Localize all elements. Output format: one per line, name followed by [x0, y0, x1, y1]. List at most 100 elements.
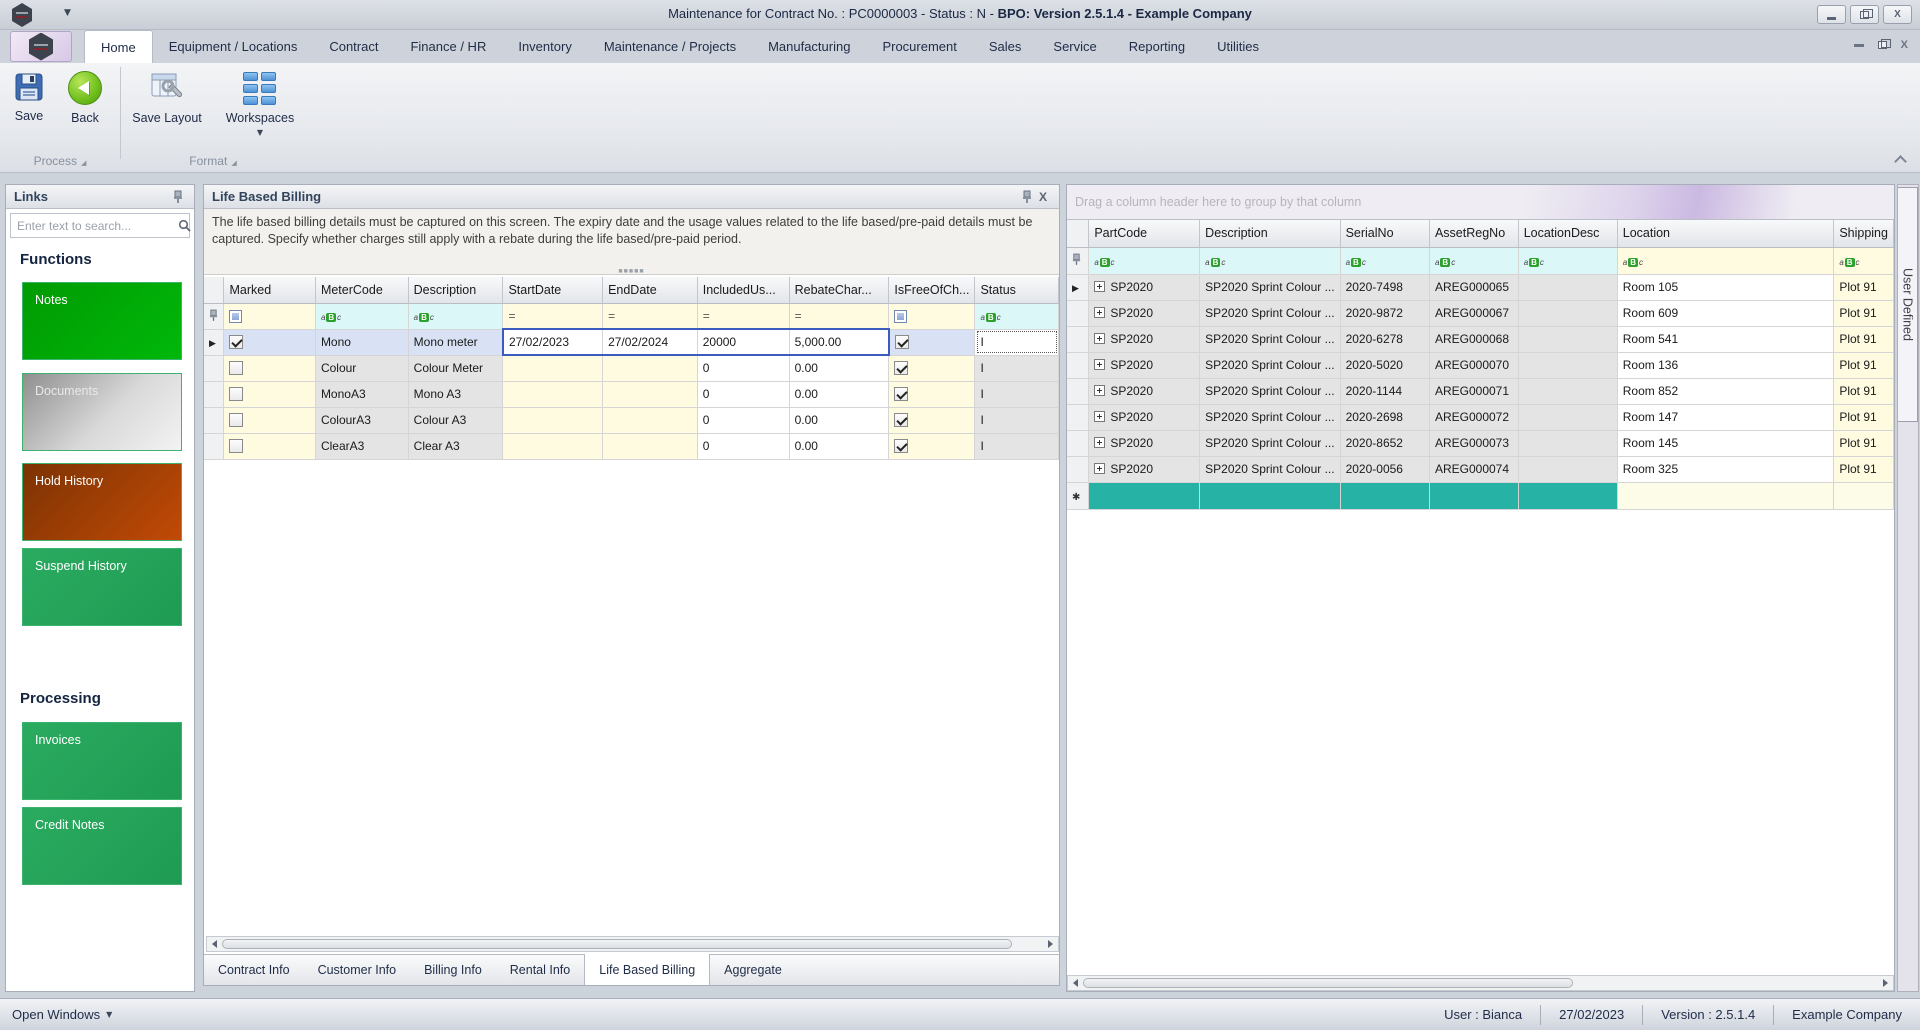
cell-end-date[interactable]: [602, 381, 698, 408]
cell-serial-no[interactable]: 2020-1144: [1340, 378, 1430, 405]
expand-plus-icon[interactable]: [1094, 437, 1106, 448]
sidebar-button-documents[interactable]: Documents: [22, 373, 182, 451]
cell-description[interactable]: SP2020 Sprint Colour ...: [1199, 404, 1341, 431]
workspaces-button[interactable]: Workspaces ▼: [214, 68, 306, 160]
new-cell[interactable]: [1199, 482, 1341, 510]
column-header-marked[interactable]: Marked: [223, 277, 316, 304]
checkbox-unchecked-icon[interactable]: [229, 439, 244, 454]
new-cell[interactable]: [1518, 482, 1618, 510]
column-header-includedus[interactable]: IncludedUs...: [697, 277, 790, 304]
cell-part-code[interactable]: SP2020: [1088, 456, 1201, 483]
cell-location-desc[interactable]: [1518, 352, 1618, 379]
cell-part-code[interactable]: SP2020: [1088, 326, 1201, 353]
save-button[interactable]: Save: [7, 68, 51, 160]
cell-shipping[interactable]: Plot 91: [1833, 300, 1894, 327]
cell-meter-code[interactable]: Colour: [315, 355, 409, 382]
group-by-box[interactable]: Drag a column header here to group by th…: [1067, 185, 1894, 220]
billing-row[interactable]: ClearA3 Clear A3 0 0.00 I: [204, 433, 1059, 460]
cell-asset-reg-no[interactable]: AREG000070: [1429, 352, 1519, 379]
cell-location-desc[interactable]: [1518, 456, 1618, 483]
new-cell[interactable]: [1833, 482, 1894, 510]
equipment-row[interactable]: SP2020 SP2020 Sprint Colour ... 2020-1144 A…: [1067, 378, 1894, 405]
cell-description[interactable]: SP2020 Sprint Colour ...: [1199, 456, 1341, 483]
tab-customer-info[interactable]: Customer Info: [317, 963, 397, 977]
ribbon-tab-service[interactable]: Service: [1053, 39, 1097, 54]
ribbon-tab-reporting[interactable]: Reporting: [1128, 39, 1186, 54]
ribbon-tab-utilities[interactable]: Utilities: [1217, 39, 1260, 54]
cell-location-desc[interactable]: [1518, 274, 1618, 301]
equipment-row[interactable]: ▶ SP2020 SP2020 Sprint Colour ... 2020-7498…: [1067, 274, 1894, 301]
cell-is-free[interactable]: [888, 381, 976, 408]
checkbox-checked-icon[interactable]: [894, 335, 909, 350]
cell-asset-reg-no[interactable]: AREG000073: [1429, 430, 1519, 457]
cell-description[interactable]: Colour A3: [408, 407, 504, 434]
cell-description[interactable]: SP2020 Sprint Colour ...: [1199, 352, 1341, 379]
column-header-status[interactable]: Status: [974, 277, 1059, 304]
restore-button[interactable]: [1850, 5, 1879, 24]
column-header-enddate[interactable]: EndDate: [602, 277, 698, 304]
cell-is-free[interactable]: [888, 355, 976, 382]
column-header-isfreeofch[interactable]: IsFreeOfCh...: [888, 277, 976, 304]
cell-shipping[interactable]: Plot 91: [1833, 378, 1894, 405]
sidebar-button-invoices[interactable]: Invoices: [22, 722, 182, 800]
application-menu-button[interactable]: [10, 31, 72, 62]
equipment-row[interactable]: SP2020 SP2020 Sprint Colour ... 2020-0056 A…: [1067, 456, 1894, 483]
expand-plus-icon[interactable]: [1094, 463, 1106, 474]
cell-status[interactable]: I: [974, 433, 1059, 460]
minimize-button[interactable]: [1817, 5, 1846, 24]
ribbon-tab-contract[interactable]: Contract: [329, 39, 379, 54]
cell-serial-no[interactable]: 2020-2698: [1340, 404, 1430, 431]
sidebar-button-suspend-history[interactable]: Suspend History: [22, 548, 182, 626]
cell-is-free[interactable]: [888, 329, 976, 356]
column-header-shipping[interactable]: Shipping: [1833, 220, 1894, 248]
cell-meter-code[interactable]: Mono: [315, 329, 409, 356]
column-header-rebatechar[interactable]: RebateChar...: [789, 277, 890, 304]
cell-part-code[interactable]: SP2020: [1088, 352, 1201, 379]
new-cell[interactable]: [1617, 482, 1835, 510]
cell-shipping[interactable]: Plot 91: [1833, 456, 1894, 483]
ribbon-tab-sales[interactable]: Sales: [988, 39, 1022, 54]
cell-marked[interactable]: [223, 329, 316, 356]
checkbox-unchecked-icon[interactable]: [229, 361, 244, 376]
save-layout-button[interactable]: Save Layout: [124, 68, 210, 160]
cell-description[interactable]: SP2020 Sprint Colour ...: [1199, 326, 1341, 353]
cell-marked[interactable]: [223, 381, 316, 408]
scroll-left-icon[interactable]: [1068, 976, 1083, 990]
cell-asset-reg-no[interactable]: AREG000074: [1429, 456, 1519, 483]
cell-included-usage[interactable]: 0: [697, 381, 790, 408]
filter-cell-rebatechar[interactable]: =: [789, 303, 890, 330]
checkbox-checked-icon[interactable]: [894, 361, 909, 376]
scroll-right-icon[interactable]: [1878, 976, 1893, 990]
checkbox-checked-icon[interactable]: [229, 335, 244, 350]
filter-cell-isfreeofch[interactable]: [888, 303, 976, 330]
filter-cell-enddate[interactable]: =: [602, 303, 698, 330]
cell-shipping[interactable]: Plot 91: [1833, 352, 1894, 379]
billing-row-selected[interactable]: ▶ Mono Mono meter 27/02/2023 27/02/2024 20000…: [204, 328, 1059, 356]
cell-included-usage[interactable]: 0: [697, 433, 790, 460]
cell-rebate-charge[interactable]: 0.00: [789, 433, 890, 460]
cell-start-date[interactable]: [502, 433, 604, 460]
cell-part-code[interactable]: SP2020: [1088, 274, 1201, 301]
column-header-metercode[interactable]: MeterCode: [315, 277, 409, 304]
search-input[interactable]: [11, 218, 178, 233]
billing-row[interactable]: Colour Colour Meter 0 0.00 I: [204, 355, 1059, 382]
cell-asset-reg-no[interactable]: AREG000068: [1429, 326, 1519, 353]
cell-included-usage[interactable]: 20000: [697, 328, 790, 356]
cell-meter-code[interactable]: ColourA3: [315, 407, 409, 434]
equipment-new-row[interactable]: ✱: [1067, 482, 1894, 510]
equipment-row[interactable]: SP2020 SP2020 Sprint Colour ... 2020-6278 A…: [1067, 326, 1894, 353]
cell-status[interactable]: I: [974, 329, 1059, 356]
cell-location[interactable]: Room 105: [1617, 274, 1835, 301]
close-icon[interactable]: X: [1038, 189, 1047, 204]
cell-location-desc[interactable]: [1518, 300, 1618, 327]
tab-life-based-billing[interactable]: Life Based Billing: [584, 954, 711, 985]
checkbox-unchecked-icon[interactable]: [229, 413, 244, 428]
cell-status[interactable]: I: [974, 407, 1059, 434]
cell-end-date[interactable]: [602, 407, 698, 434]
